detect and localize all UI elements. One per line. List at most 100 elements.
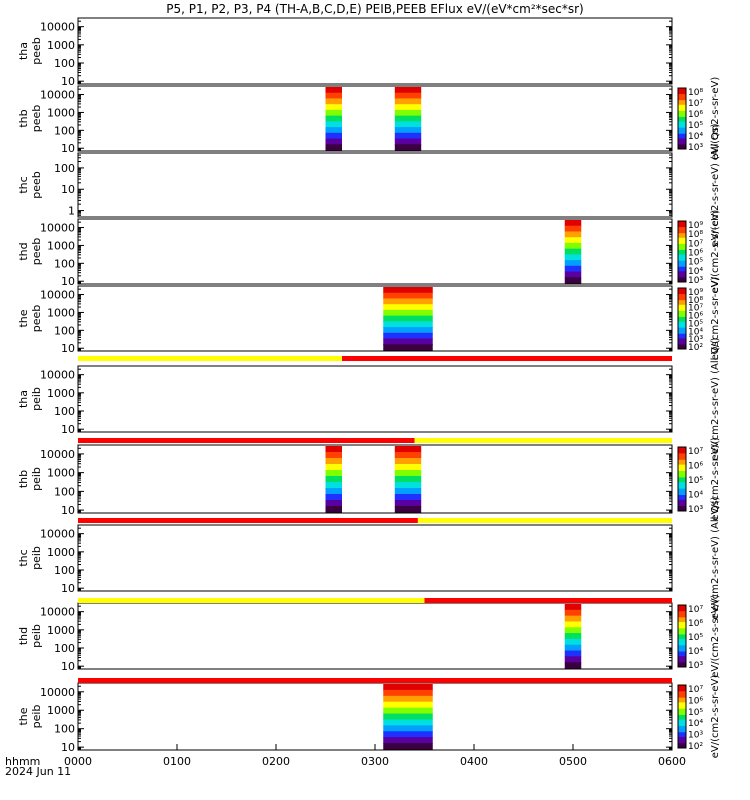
colorbar-cell [678,225,686,228]
colorbar-cell [678,136,686,139]
y-axis-label-probe: thc [17,176,30,193]
colorbar-cell [678,490,686,493]
panel-frame [77,365,673,433]
spectrogram-cell-the-peib-0-7 [383,725,433,732]
colorbar-frame [677,287,687,350]
colorbar-cell [678,713,686,716]
colorbar-cell [678,623,686,626]
colorbar-tick-label: 10³ [688,335,703,345]
y-tick-label: 10000 [40,528,75,541]
spectrogram-cell-thd-peeb-0-4 [564,242,582,250]
spectrogram-cell-thd-peeb-0-8 [564,265,582,273]
colorbar-cell [678,498,686,501]
colorbar-cell [678,301,686,304]
colorbar-cell [678,130,686,133]
colorbar-cell [678,708,686,711]
spectrogram-cell-thb-peeb-0-5 [325,115,342,122]
spectrogram-cell-the-peeb-0-9 [383,338,433,345]
colorbar-cell [678,92,686,95]
colorbar-cell [678,115,686,118]
colorbar-cell [678,643,686,646]
spectrogram-cell-thb-peib-1-1 [394,452,422,459]
colorbar-cell [678,455,686,458]
colorbar-cell [678,329,686,332]
colorbar-tick-label: 10⁶ [688,619,703,629]
x-axis-label-line2: 2024 Jun 11 [5,765,71,778]
colorbar-cell [678,94,686,97]
colorbar-cell [678,342,686,345]
colorbar-cell [678,617,686,620]
colorbar-cell [678,240,686,243]
y-tick-label: 100 [54,723,75,736]
colorbar-label: eV/(cm2-s-sr-eV) (All Qs) [710,123,721,246]
spectrogram-cell-thb-peeb-1-10 [394,144,422,151]
colorbar-label: eV/(cm2-s-sr-eV) (All Qs) [710,496,721,619]
y-tick-label: 10 [61,342,75,355]
colorbar-cell [678,660,686,663]
spectrogram-cell-thb-peeb-0-2 [325,98,342,105]
y-tick-label: 1000 [47,624,75,637]
colorbar-cell [678,145,686,148]
colorbar-cell [678,499,686,502]
colorbar-cell [678,268,686,271]
colorbar-cell [678,722,686,725]
spectrogram-cell-the-peeb-0-2 [383,298,433,305]
spectrogram-cell-the-peib-0-1 [383,689,433,697]
colorbar-cell [678,495,686,498]
colorbar-tick-label: 10⁴ [688,719,703,729]
spectrogram-cell-thd-peeb-0-3 [564,237,582,244]
colorbar-cell [678,330,686,333]
colorbar-tick-label: 10⁶ [688,462,703,472]
status-bar-red [78,678,672,683]
spectrogram-cell-thd-peib-0-6 [564,638,582,646]
status-bar-yellow [417,518,672,523]
colorbar-tick-label: 10⁸ [688,230,703,240]
colorbar-cell [678,269,686,272]
spectrogram-cell-thb-peib-1-3 [394,464,422,471]
colorbar-cell [678,138,686,141]
spectrogram-cell-thb-peib-1-2 [394,458,422,465]
colorbar-cell [678,327,686,330]
colorbar-cell [678,318,686,321]
y-tick-label: 1000 [47,387,75,400]
spectrogram-cell-thb-peeb-0-1 [325,92,342,100]
y-axis-label-probe: thd [17,627,30,645]
colorbar-cell [678,275,686,278]
spectrogram-cell-the-peeb-0-5 [383,315,433,322]
colorbar-tick-label: 10⁷ [688,304,703,314]
panel-frame [77,218,673,285]
colorbar-cell [678,297,686,300]
colorbar-tick-label: 10³ [688,661,703,671]
colorbar-cell [678,716,686,719]
colorbar-cell [678,265,686,268]
spectrogram-cell-thd-peib-0-5 [564,633,582,640]
colorbar-cell [678,298,686,301]
colorbar-cell [678,625,686,628]
colorbar-cell [678,306,686,309]
colorbar-cell [678,654,686,657]
colorbar-cell [678,303,686,306]
colorbar-cell [678,332,686,335]
colorbar-cell [678,608,686,611]
colorbar-cell [678,88,686,91]
colorbar-cell [678,453,686,456]
colorbar-cell [678,628,686,631]
colorbar-cell [678,615,686,618]
colorbar-cell [678,248,686,251]
colorbar-cell [678,315,686,318]
colorbar-cell [678,120,686,123]
spectrogram-cell-thb-peeb-1-9 [394,138,422,145]
colorbar-cell [678,291,686,294]
colorbar-tick-label: 10³ [688,731,703,741]
spectrogram-cell-thd-peeb-0-5 [564,248,582,255]
y-tick-label: 10 [61,183,75,196]
colorbar-cell [678,126,686,129]
colorbar-cell [678,721,686,724]
colorbar-cell [678,459,686,462]
y-tick-label: 10 [61,741,75,754]
spectrogram-cell-thb-peib-1-0 [394,446,422,453]
spectrogram-cell-thd-peeb-0-2 [564,231,582,238]
spectrogram-cell-thd-peeb-0-10 [564,277,582,284]
colorbar-tick-label: 10⁶ [688,249,703,259]
y-axis-label-product: peeb [30,105,43,133]
